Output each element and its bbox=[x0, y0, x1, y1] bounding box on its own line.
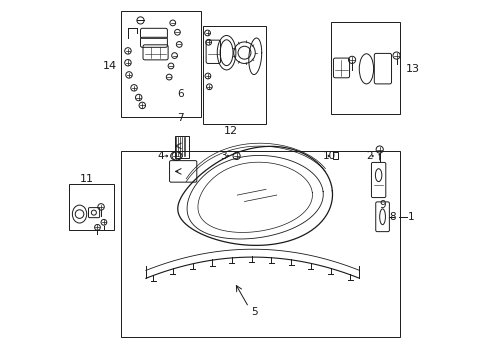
Bar bbox=[203, 26, 265, 125]
Text: 4: 4 bbox=[158, 151, 164, 161]
Text: 9: 9 bbox=[378, 200, 385, 210]
Text: 12: 12 bbox=[223, 126, 237, 136]
Bar bbox=[330, 22, 400, 114]
Text: 6: 6 bbox=[177, 89, 183, 99]
Text: 3: 3 bbox=[220, 151, 226, 161]
Text: 2: 2 bbox=[366, 151, 372, 161]
Bar bbox=[333, 152, 337, 159]
Text: 1: 1 bbox=[407, 212, 413, 221]
Bar bbox=[69, 184, 113, 230]
Text: 5: 5 bbox=[251, 307, 258, 317]
Bar bbox=[174, 135, 188, 158]
Text: 8: 8 bbox=[389, 212, 396, 221]
Bar bbox=[121, 12, 201, 117]
Text: 14: 14 bbox=[102, 61, 117, 71]
Text: 10: 10 bbox=[322, 151, 335, 161]
Text: 7: 7 bbox=[177, 113, 183, 123]
Bar bbox=[121, 150, 400, 337]
Text: 13: 13 bbox=[405, 64, 419, 74]
Text: 11: 11 bbox=[80, 174, 94, 184]
